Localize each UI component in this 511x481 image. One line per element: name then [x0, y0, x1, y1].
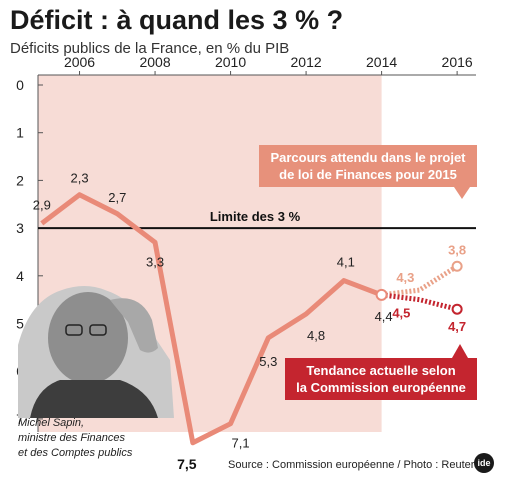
expected-box-pointer	[454, 187, 470, 199]
data-label-2014: 4,4	[375, 309, 393, 324]
trend-box-bg	[285, 358, 477, 400]
y-tick-label: 5	[16, 316, 24, 332]
x-tick-label: 2010	[215, 54, 246, 70]
chart-title: Déficit : à quand les 3 % ?	[10, 5, 343, 35]
expected-box-line-1: Parcours attendu dans le projet	[270, 150, 466, 165]
caption-line-1: Michel Sapin,	[18, 417, 84, 429]
expected-box-bg	[259, 145, 477, 187]
data-label-2010: 7,1	[232, 436, 250, 451]
y-tick-label: 2	[16, 172, 24, 188]
expected-label-2015: 4,3	[396, 270, 414, 285]
caption-line-3: et des Comptes publics	[18, 447, 133, 459]
x-tick-label: 2012	[291, 54, 322, 70]
portrait-photo	[18, 286, 174, 418]
source-note: Source : Commission européenne / Photo :…	[228, 459, 480, 471]
series-line-trend	[381, 292, 458, 312]
portrait-glasses-right	[89, 324, 107, 336]
data-label-2009: 7,5	[177, 456, 197, 472]
trend-end-marker	[451, 303, 463, 315]
expected-box-line-2: de loi de Finances pour 2015	[279, 167, 457, 182]
expected-end-marker	[451, 260, 463, 272]
trend-box-pointer	[452, 344, 468, 358]
portrait-glasses-left	[65, 324, 83, 336]
data-label-2012: 4,8	[307, 328, 325, 343]
x-tick-label: 2016	[442, 54, 473, 70]
y-tick-label: 3	[16, 220, 24, 236]
portrait-hand	[110, 298, 158, 353]
expected-annotation-box: Parcours attendu dans le projet de loi de…	[259, 145, 477, 199]
ide-logo: ide	[474, 453, 494, 473]
limit-label: Limite des 3 %	[210, 209, 301, 224]
trend-annotation-box: Tendance actuelle selon la Commission eur…	[285, 344, 477, 400]
ide-logo-text: ide	[477, 458, 490, 468]
data-label-2005: 2,9	[33, 197, 51, 212]
portrait-suit	[30, 380, 158, 418]
y-tick-label: 0	[16, 77, 24, 93]
trend-box-line-1: Tendance actuelle selon	[306, 363, 455, 378]
y-tick-label: 4	[16, 268, 24, 284]
portrait-head	[48, 292, 128, 384]
y-tick-label: 7	[16, 411, 24, 427]
y-tick-label: 1	[16, 125, 24, 141]
trend-label-2015: 4,5	[392, 306, 410, 321]
x-tick-label: 2014	[366, 54, 397, 70]
series-line-actual	[40, 192, 383, 446]
trend-label-2016: 4,7	[448, 319, 466, 334]
x-tick-label: 2008	[139, 54, 170, 70]
data-label-2008: 3,3	[146, 254, 164, 269]
trend-box-line-2: la Commission européenne	[296, 380, 466, 395]
chart-subtitle: Déficits publics de la France, en % du P…	[10, 40, 289, 57]
data-label-2011: 5,3	[259, 354, 277, 369]
expected-label-2016: 3,8	[448, 242, 466, 257]
x-tick-label: 2006	[64, 54, 95, 70]
data-label-2007: 2,7	[108, 190, 126, 205]
data-label-2006: 2,3	[70, 171, 88, 186]
data-label-2013: 4,1	[337, 255, 355, 270]
latest-point-marker	[375, 288, 388, 301]
photo-caption: Michel Sapin, ministre des Finances et d…	[18, 417, 133, 459]
series-line-expected	[381, 264, 459, 298]
caption-line-2: ministre des Finances	[18, 432, 125, 444]
